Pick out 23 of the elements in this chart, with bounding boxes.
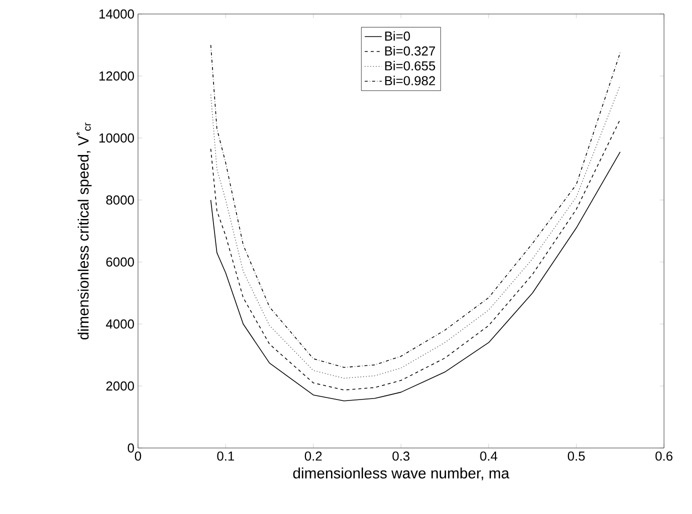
y-tick-label: 2000 xyxy=(106,381,134,391)
legend-label: Bi=0.982 xyxy=(385,76,435,86)
legend-label: Bi=0.655 xyxy=(385,60,436,70)
y-tick-label: 6000 xyxy=(106,257,134,267)
y-tick-label: 0 xyxy=(128,443,134,453)
x-tick-label: 0.5 xyxy=(568,452,585,461)
y-tick-label: 14000 xyxy=(99,9,134,19)
x-tick-label: 0 xyxy=(134,452,142,461)
y-tick-label: 10000 xyxy=(99,133,134,143)
x-tick-label: 0.3 xyxy=(392,452,410,461)
legend-label: Bi=0.327 xyxy=(385,46,435,56)
x-tick-label: 0.1 xyxy=(217,452,234,461)
line-series xyxy=(210,44,621,368)
y-tick-label: 8000 xyxy=(106,195,134,205)
x-tick-label: 0.6 xyxy=(656,452,672,461)
x-tick-label: 0.2 xyxy=(304,452,322,461)
y-tick-label: 4000 xyxy=(106,319,134,329)
y-axis-title: dimensionless critical speed, V$^{*}$cr xyxy=(76,122,92,340)
y-tick-label: 12000 xyxy=(99,71,134,81)
line-series xyxy=(210,152,621,402)
x-tick-label: 0.4 xyxy=(480,452,498,461)
x-axis-title: dimensionless wave number, ma xyxy=(293,468,510,480)
legend-label: Bi=0 xyxy=(385,31,410,41)
